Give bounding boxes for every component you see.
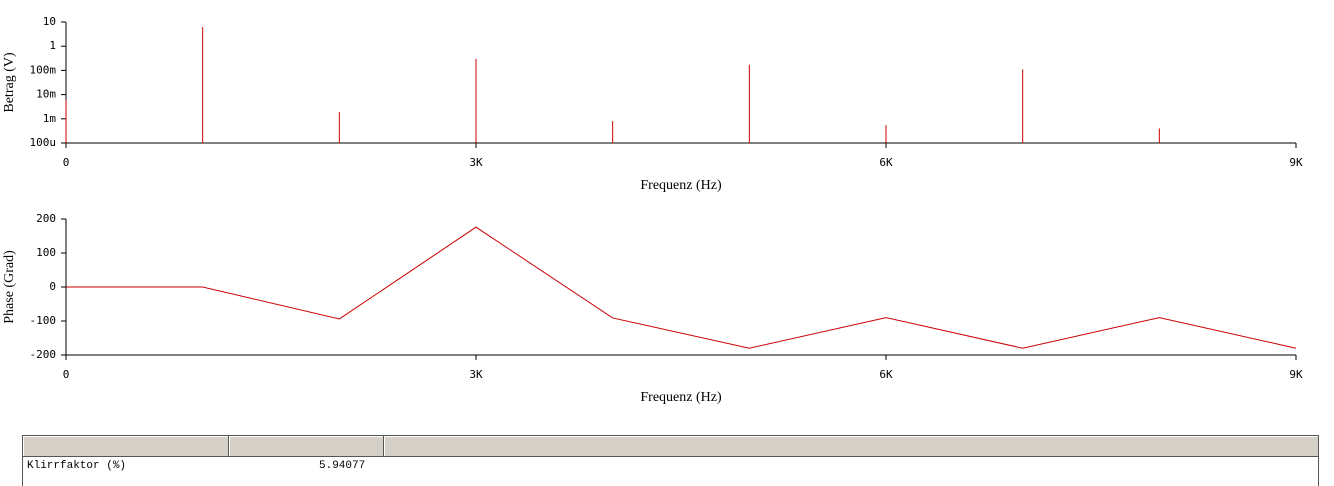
table-header [23,436,1318,457]
y-tick-label: 10m [36,88,56,101]
line [66,226,1297,349]
y-tick-label: 100m [30,63,57,76]
table-row: Klirrfaktor (%) 5.94077 [23,457,1318,477]
x-tick-label: 6K [879,156,893,169]
y-axis-title: Phase (Grad) [2,250,17,324]
y-tick-label: 100u [30,136,57,149]
x-axis-title: Frequenz (Hz) [640,178,722,193]
y-tick-label: 1m [43,112,57,125]
x-tick-label: 6K [879,368,893,381]
x-tick-label: 0 [63,368,70,381]
cell: Klirrfaktor (%) [27,460,127,472]
x-tick-label: 3K [469,156,483,169]
x-tick-label: 9K [1289,368,1303,381]
header-cell[interactable] [23,436,229,456]
y-tick-label: -100 [30,314,57,327]
y-tick-label: 100 [36,246,56,259]
y-tick-label: 10 [43,15,56,28]
x-tick-label: 9K [1289,156,1303,169]
header-cell[interactable] [384,436,1318,456]
x-tick-label: 3K [469,368,483,381]
header-cell[interactable] [229,436,384,456]
results-table: Klirrfaktor (%) 5.94077 [22,435,1319,486]
y-tick-label: 200 [36,212,56,225]
x-axis-title: Frequenz (Hz) [640,390,722,405]
x-tick-label: 0 [63,156,70,169]
y-axis-title: Betrag (V) [2,52,17,113]
cell: 5.94077 [319,460,366,472]
y-tick-label: 1 [49,39,56,52]
y-tick-label: -200 [30,348,57,361]
y-tick-label: 0 [49,280,56,293]
